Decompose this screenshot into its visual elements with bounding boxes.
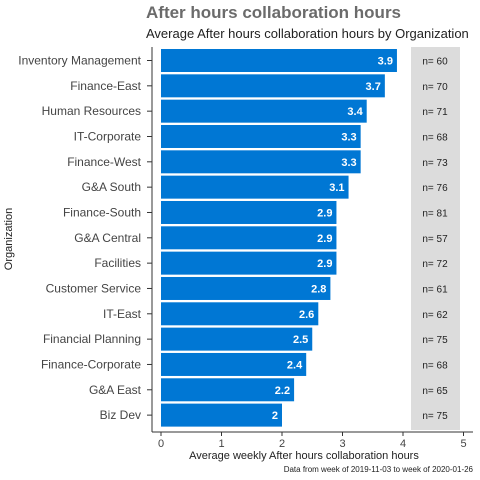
category-label: Finance-South	[63, 205, 141, 219]
bar	[161, 125, 361, 148]
x-tick-label: 1	[218, 438, 224, 450]
category-label: G&A East	[89, 383, 142, 397]
x-ticks-group: 0 1 2 3 4 5	[158, 432, 467, 450]
bar	[161, 226, 336, 249]
count-label: n= 81	[422, 208, 448, 219]
bar-value-label: 3.3	[341, 157, 356, 169]
bar	[161, 353, 306, 376]
count-label: n= 57	[422, 234, 448, 245]
count-label: n= 65	[422, 386, 448, 397]
count-label: n= 68	[422, 360, 448, 371]
category-label: Finance-Corporate	[41, 357, 141, 371]
bar	[161, 49, 397, 72]
count-labels-group: n= 60 n= 70 n= 71 n= 68 n= 73 n= 76 n= 81 n= 57…	[422, 57, 448, 423]
chart-subtitle: Average After hours collaboration hours …	[146, 26, 469, 41]
category-label: Inventory Management	[18, 54, 141, 68]
chart-caption: Data from week of 2019-11-03 to week of …	[284, 465, 474, 474]
bar	[161, 150, 361, 173]
x-tick-label: 3	[339, 438, 345, 450]
bar-value-label: 3.7	[366, 81, 381, 93]
bar-value-label: 2.4	[287, 359, 303, 371]
count-label: n= 72	[422, 259, 448, 270]
bar	[161, 302, 318, 325]
x-tick-label: 0	[158, 438, 164, 450]
bar	[161, 328, 312, 351]
chart-title: After hours collaboration hours	[146, 3, 401, 22]
count-label: n= 73	[422, 158, 448, 169]
bar	[161, 201, 336, 224]
count-label: n= 76	[422, 183, 448, 194]
count-label: n= 61	[422, 284, 448, 295]
bar-value-label: 2.9	[317, 233, 332, 245]
bar	[161, 404, 282, 427]
bar-value-label: 2	[272, 410, 278, 422]
count-label: n= 71	[422, 107, 448, 118]
bar	[161, 74, 385, 97]
count-label: n= 75	[422, 335, 448, 346]
x-tick-label: 5	[460, 438, 466, 450]
category-label: Finance-West	[67, 155, 141, 169]
count-label: n= 62	[422, 310, 448, 321]
category-label: Facilities	[94, 256, 141, 270]
bar	[161, 176, 349, 199]
count-label: n= 75	[422, 411, 448, 422]
bar-value-label: 3.1	[329, 182, 344, 194]
y-axis-label: Organization	[3, 208, 15, 270]
category-label: Customer Service	[46, 281, 142, 295]
count-label: n= 68	[422, 132, 448, 143]
bar-value-label: 2.6	[299, 309, 314, 321]
count-label: n= 70	[422, 82, 448, 93]
bar-value-label: 2.9	[317, 258, 332, 270]
bar-value-label: 3.3	[341, 131, 356, 143]
x-tick-label: 4	[400, 438, 406, 450]
bar	[161, 277, 330, 300]
bar-value-label: 2.2	[275, 385, 290, 397]
bar	[161, 100, 367, 123]
category-label: G&A South	[82, 180, 141, 194]
category-label: Biz Dev	[100, 408, 141, 422]
x-axis-label: Average weekly After hours collaboration…	[189, 450, 419, 462]
category-label: IT-Corporate	[74, 129, 142, 143]
x-tick-label: 2	[279, 438, 285, 450]
bar-value-label: 2.9	[317, 207, 332, 219]
bar	[161, 252, 336, 275]
category-label: G&A Central	[74, 231, 141, 245]
category-label: Financial Planning	[43, 332, 141, 346]
category-label: Finance-East	[70, 79, 141, 93]
bar-value-label: 3.4	[347, 106, 363, 118]
category-label: Human Resources	[42, 104, 141, 118]
count-label: n= 60	[422, 57, 448, 68]
bar-value-label: 3.9	[378, 56, 393, 68]
bar-value-label: 2.5	[293, 334, 308, 346]
category-label: IT-East	[103, 307, 142, 321]
category-labels-group: Inventory Management Finance-East Human Re…	[18, 54, 152, 423]
bar-value-label: 2.8	[311, 283, 326, 295]
